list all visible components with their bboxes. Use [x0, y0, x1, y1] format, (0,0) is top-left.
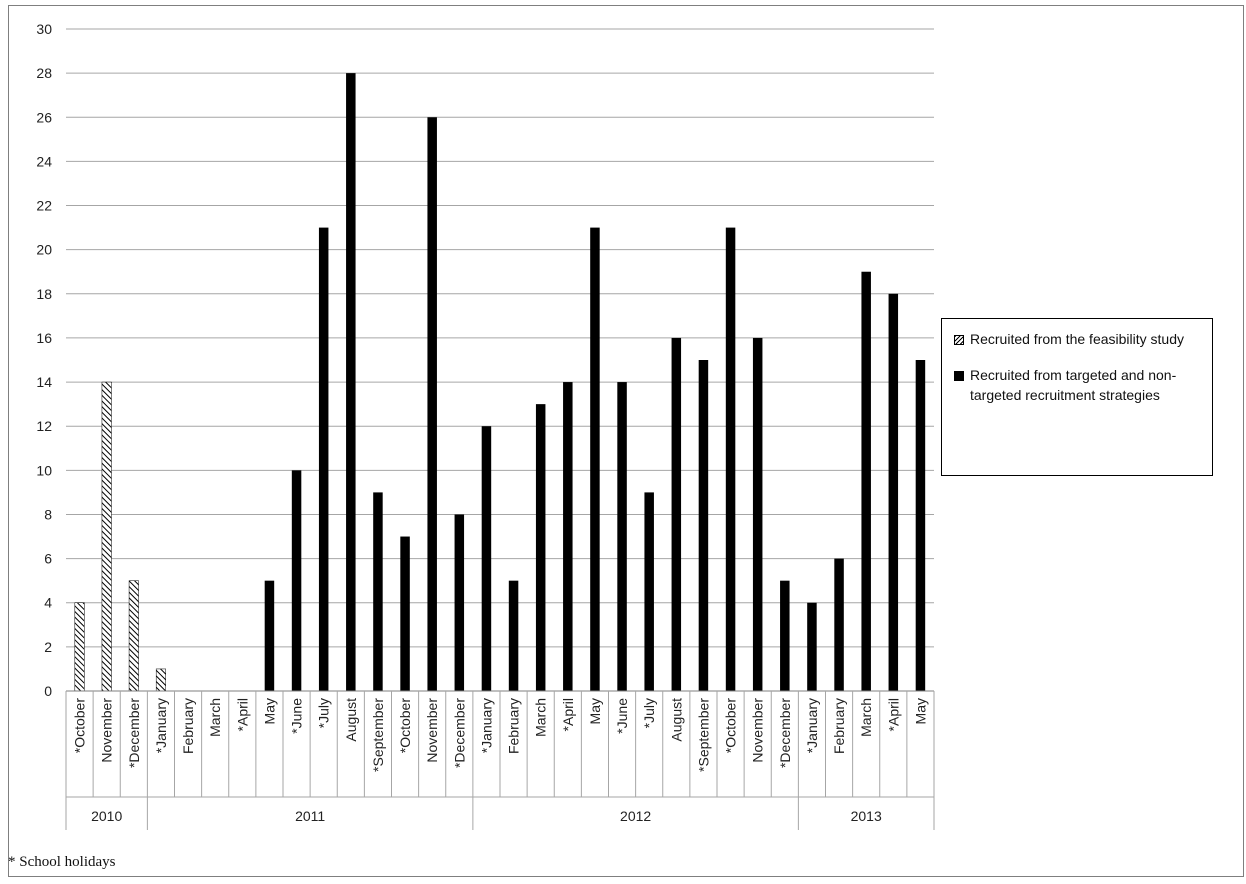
x-tick-label: March	[858, 698, 874, 737]
hatched-swatch-icon	[954, 335, 964, 345]
bar	[915, 360, 926, 691]
y-tick-label: 10	[36, 462, 52, 478]
x-tick-label: May	[587, 698, 603, 724]
bars	[74, 73, 926, 692]
x-tick-label: November	[750, 698, 766, 763]
y-tick-label: 14	[36, 374, 52, 390]
y-tick-label: 6	[44, 551, 52, 567]
bar	[644, 492, 654, 691]
x-tick-label: February	[831, 698, 847, 754]
bar	[373, 492, 383, 691]
x-tick-label: November	[99, 698, 115, 763]
x-tick-label: May	[912, 698, 928, 724]
legend-label-feasibility: Recruited from the feasibility study	[970, 331, 1184, 347]
bar	[427, 117, 437, 692]
bar	[780, 580, 790, 691]
bar	[508, 580, 519, 691]
y-tick-label: 30	[36, 21, 52, 37]
x-tick-label: *September	[695, 698, 711, 772]
y-tick-label: 26	[36, 109, 52, 125]
solid-swatch-icon	[954, 371, 964, 381]
bar	[264, 580, 275, 691]
x-tick-label: *December	[777, 698, 793, 768]
x-tick-label: August	[668, 698, 684, 742]
x-tick-label: *July	[316, 698, 332, 728]
x-axis-year-labels: 2010 2011 2012 2013	[91, 808, 882, 824]
y-tick-label: 22	[36, 198, 52, 214]
y-tick-label: 8	[44, 506, 52, 522]
x-tick-label: *June	[614, 698, 630, 734]
bar	[291, 470, 302, 691]
year-label: 2012	[620, 808, 651, 824]
bar	[888, 293, 899, 691]
bar	[74, 602, 85, 692]
legend-label-targeted: Recruited from targeted and non-targeted…	[970, 367, 1177, 403]
y-tick-label: 12	[36, 418, 52, 434]
bar	[698, 360, 709, 691]
x-axis	[65, 690, 935, 830]
x-tick-label: *January	[804, 698, 820, 753]
x-tick-label: *April	[885, 698, 901, 731]
y-tick-label: 24	[36, 153, 52, 169]
year-label: 2010	[91, 808, 122, 824]
chart-frame	[8, 5, 1244, 877]
x-tick-label: *December	[451, 698, 467, 768]
bar	[671, 337, 682, 691]
bar	[535, 404, 546, 691]
y-tick-label: 4	[44, 595, 52, 611]
y-tick-label: 18	[36, 286, 52, 302]
year-label: 2013	[851, 808, 882, 824]
bar	[155, 668, 166, 692]
legend: Recruited from the feasibility study Rec…	[941, 318, 1213, 476]
x-tick-label: February	[506, 698, 522, 754]
bar	[834, 558, 844, 691]
gridlines	[66, 28, 934, 648]
y-tick-label: 28	[36, 65, 52, 81]
legend-item-targeted: Recruited from targeted and non-targeted…	[952, 365, 1202, 405]
x-tick-label: *June	[289, 698, 305, 734]
x-tick-label: *October	[72, 698, 88, 754]
x-tick-label: February	[180, 698, 196, 754]
y-tick-label: 16	[36, 330, 52, 346]
y-tick-label: 0	[44, 683, 52, 699]
bar	[590, 227, 600, 691]
x-tick-label: May	[261, 698, 277, 724]
x-axis-month-labels: *October November *December *January Februar…	[72, 698, 929, 772]
x-tick-label: *October	[397, 698, 413, 754]
bar	[725, 227, 736, 691]
x-tick-label: *January	[153, 698, 169, 753]
y-tick-label: 2	[44, 639, 52, 655]
footnote-school-holidays: * School holidays	[8, 854, 116, 870]
x-tick-label: *April	[560, 698, 576, 731]
x-tick-label: *July	[641, 698, 657, 728]
legend-item-feasibility: Recruited from the feasibility study	[952, 329, 1202, 349]
bar	[752, 337, 763, 691]
bar	[318, 227, 329, 691]
x-tick-label: *October	[723, 698, 739, 754]
year-label: 2011	[295, 808, 325, 824]
x-tick-label: November	[424, 698, 440, 763]
x-tick-label: March	[207, 698, 223, 737]
x-tick-label: March	[533, 698, 549, 737]
bar	[617, 382, 627, 691]
bar	[400, 536, 410, 691]
bar	[128, 580, 139, 692]
x-tick-label: *April	[234, 698, 250, 731]
bar	[861, 271, 871, 691]
x-tick-label: *December	[126, 698, 142, 768]
bar	[563, 382, 573, 691]
bar	[101, 381, 112, 692]
x-tick-label: August	[343, 698, 359, 742]
bar	[807, 602, 817, 691]
x-tick-label: *September	[370, 698, 386, 772]
bar	[346, 73, 356, 692]
bar	[481, 426, 492, 691]
x-tick-label: *January	[478, 698, 494, 753]
y-tick-label: 20	[36, 242, 52, 258]
bar	[454, 514, 465, 691]
